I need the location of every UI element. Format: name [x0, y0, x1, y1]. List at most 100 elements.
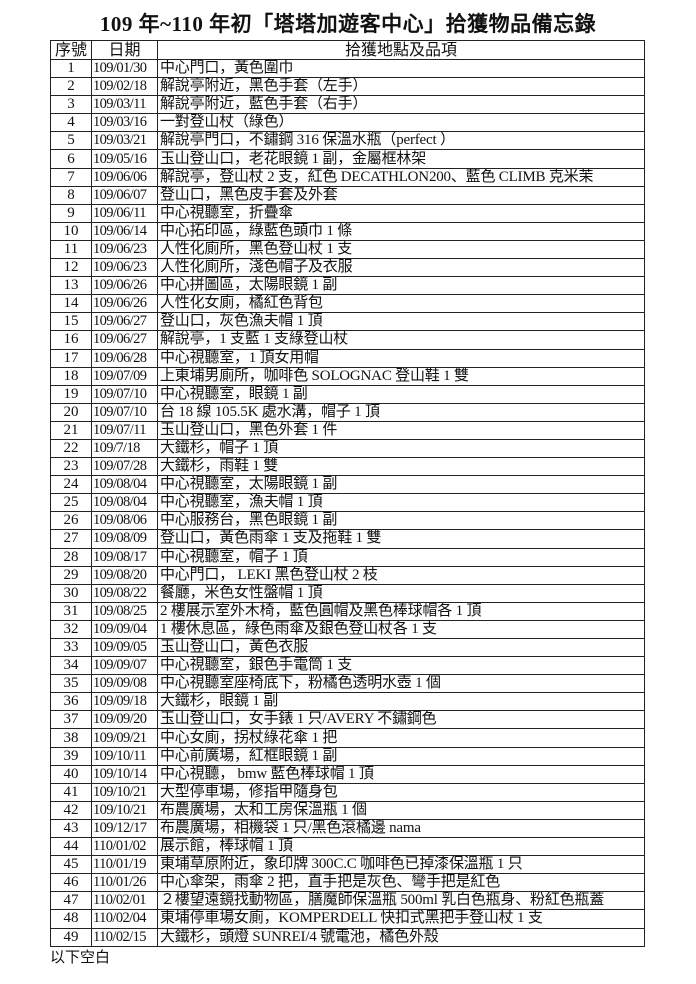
row-date: 109/03/21: [91, 131, 158, 151]
row-date: 109/09/04: [91, 619, 158, 640]
row-date: 110/01/26: [91, 873, 158, 893]
row-item: 解說亭門口，不鏽鋼 316 保溫水瓶（perfect ）: [157, 131, 645, 151]
row-item: 中心拼圖區，太陽眼鏡 1 副: [157, 276, 645, 296]
row-item: 布農廣場，相機袋 1 只/黑色滾橘邊 nama: [157, 818, 645, 839]
row-date: 109/06/28: [91, 348, 158, 368]
row-date: 109/07/10: [91, 384, 158, 404]
row-item: 解說亭，登山杖 2 支，紅色 DECATHLON200、藍色 CLIMB 克米茉: [157, 167, 645, 187]
row-number: 39: [50, 746, 92, 766]
row-item: 1 樓休息區，綠色雨傘及銀色登山杖各 1 支: [157, 619, 645, 640]
table-row: 9 109/06/11 中心視聽室，折疊傘: [50, 203, 645, 223]
table-row: 18 109/07/09 上東埔男廁所，咖啡色 SOLOGNAC 登山鞋 1 雙: [50, 366, 645, 386]
row-item: 上東埔男廁所，咖啡色 SOLOGNAC 登山鞋 1 雙: [157, 366, 645, 386]
row-date: 109/08/22: [91, 583, 158, 603]
table-row: 32 109/09/04 1 樓休息區，綠色雨傘及銀色登山杖各 1 支: [50, 619, 645, 640]
row-date: 109/06/23: [91, 239, 158, 260]
row-date: 109/06/14: [91, 221, 158, 241]
row-date: 109/06/26: [91, 276, 158, 296]
table-row: 1 109/01/30 中心門口，黃色圍巾: [50, 58, 645, 79]
row-number: 49: [50, 927, 92, 947]
table-row: 21 109/07/11 玉山登山口，黑色外套 1 件: [50, 420, 645, 440]
table-row: 29 109/08/20 中心門口， LEKI 黑色登山杖 2 枝: [50, 565, 645, 585]
row-item: 中心女廁，拐杖綠花傘 1 把: [157, 728, 645, 748]
table-row: 22 109/7/18 大鐵杉，帽子 1 頂: [50, 438, 645, 459]
row-number: 27: [50, 529, 92, 549]
table-row: 38 109/09/21 中心女廁，拐杖綠花傘 1 把: [50, 728, 645, 748]
row-number: 20: [50, 402, 92, 422]
row-number: 10: [50, 221, 92, 241]
table-row: 5 109/03/21 解說亭門口，不鏽鋼 316 保溫水瓶（perfect ）: [50, 131, 645, 151]
row-date: 109/08/04: [91, 493, 158, 513]
row-item: 登山口，灰色漁夫帽 1 頂: [157, 312, 645, 332]
row-item: 中心視聽室，眼鏡 1 副: [157, 384, 645, 404]
row-item: 布農廣場，太和工房保溫瓶 1 個: [157, 800, 645, 820]
row-number: 13: [50, 276, 92, 296]
row-item: 登山口，黃色雨傘 1 支及拖鞋 1 雙: [157, 529, 645, 549]
row-number: 23: [50, 457, 92, 477]
row-date: 110/02/15: [91, 927, 158, 947]
table-row: 14 109/06/26 人性化女廁，橘紅色背包: [50, 294, 645, 314]
row-date: 109/06/26: [91, 294, 158, 314]
row-date: 109/07/10: [91, 402, 158, 422]
table-row: 42 109/10/21 布農廣場，太和工房保溫瓶 1 個: [50, 800, 645, 820]
table-row: 26 109/08/06 中心服務台，黑色眼鏡 1 副: [50, 511, 645, 531]
row-date: 109/09/07: [91, 656, 158, 676]
row-date: 109/08/25: [91, 601, 158, 621]
row-date: 109/10/21: [91, 800, 158, 820]
row-item: 中心門口， LEKI 黑色登山杖 2 枝: [157, 565, 645, 585]
row-date: 109/7/18: [91, 438, 158, 459]
row-date: 109/08/09: [91, 529, 158, 549]
row-item: 大鐵杉，帽子 1 頂: [157, 438, 645, 459]
row-number: 22: [50, 438, 92, 459]
table-row: 43 109/12/17 布農廣場，相機袋 1 只/黑色滾橘邊 nama: [50, 818, 645, 839]
row-date: 109/07/28: [91, 457, 158, 477]
table-row: 23 109/07/28 大鐵杉，雨鞋 1 雙: [50, 457, 645, 477]
row-item: 人性化女廁，橘紅色背包: [157, 294, 645, 314]
row-number: 19: [50, 384, 92, 404]
row-date: 109/01/30: [91, 58, 158, 79]
table-row: 15 109/06/27 登山口，灰色漁夫帽 1 頂: [50, 312, 645, 332]
table-row: 8 109/06/07 登山口，黑色皮手套及外套: [50, 185, 645, 205]
row-date: 110/01/02: [91, 837, 158, 857]
table-row: 4 109/03/16 一對登山杖（綠色）: [50, 113, 645, 133]
row-item: 玉山登山口，女手錶 1 只/AVERY 不鏽鋼色: [157, 710, 645, 730]
table-row: 12 109/06/23 人性化廁所，淺色帽子及衣服: [50, 258, 645, 278]
row-date: 109/09/05: [91, 637, 158, 658]
row-number: 9: [50, 203, 92, 223]
row-number: 35: [50, 674, 92, 694]
row-number: 16: [50, 330, 92, 350]
table-row: 28 109/08/17 中心視聽室，帽子 1 頂: [50, 547, 645, 567]
table-row: 45 110/01/19 東埔草原附近，象印牌 300C.C 咖啡色已掉漆保溫瓶 1…: [50, 855, 645, 875]
row-date: 109/08/06: [91, 511, 158, 531]
row-item: 大鐵杉，雨鞋 1 雙: [157, 457, 645, 477]
row-number: 26: [50, 511, 92, 531]
table-row: 35 109/09/08 中心視聽室座椅底下，粉橘色透明水壺 1 個: [50, 674, 645, 694]
row-item: 玉山登山口，黑色外套 1 件: [157, 420, 645, 440]
row-item: 中心前廣場，紅框眼鏡 1 副: [157, 746, 645, 766]
row-number: 28: [50, 547, 92, 567]
row-date: 109/02/18: [91, 77, 158, 97]
row-number: 2: [50, 77, 92, 97]
table-row: 16 109/06/27 解說亭，1 支藍 1 支綠登山杖: [50, 330, 645, 350]
row-date: 109/06/07: [91, 185, 158, 205]
row-item: 中心拓印區，綠藍色頭巾 1 條: [157, 221, 645, 241]
row-number: 47: [50, 891, 92, 911]
table-row: 11 109/06/23 人性化廁所，黑色登山杖 1 支: [50, 239, 645, 260]
table-row: 31 109/08/25 2 樓展示室外木椅，藍色圓帽及黑色棒球帽各 1 頂: [50, 601, 645, 621]
row-number: 37: [50, 710, 92, 730]
row-item: 大鐵杉，頭燈 SUNREI/4 號電池，橘色外殼: [157, 927, 645, 947]
footer-note: 以下空白: [50, 950, 111, 966]
row-item: 2 樓展示室外木椅，藍色圓帽及黑色棒球帽各 1 頂: [157, 601, 645, 621]
row-date: 109/06/06: [91, 167, 158, 187]
table-row: 41 109/10/21 大型停車場，修指甲隨身包: [50, 782, 645, 802]
table-row: 47 110/02/01 ２樓望遠鏡找動物區，膳魔師保溫瓶 500ml 乳白色瓶身、…: [50, 891, 645, 911]
row-date: 109/07/09: [91, 366, 158, 386]
table-row: 3 109/03/11 解說亭附近，藍色手套（右手）: [50, 95, 645, 115]
row-date: 109/09/20: [91, 710, 158, 730]
row-number: 43: [50, 818, 92, 839]
table-row: 25 109/08/04 中心視聽室，漁夫帽 1 頂: [50, 493, 645, 513]
row-date: 109/08/04: [91, 475, 158, 495]
row-number: 1: [50, 58, 92, 79]
row-number: 15: [50, 312, 92, 332]
row-number: 38: [50, 728, 92, 748]
